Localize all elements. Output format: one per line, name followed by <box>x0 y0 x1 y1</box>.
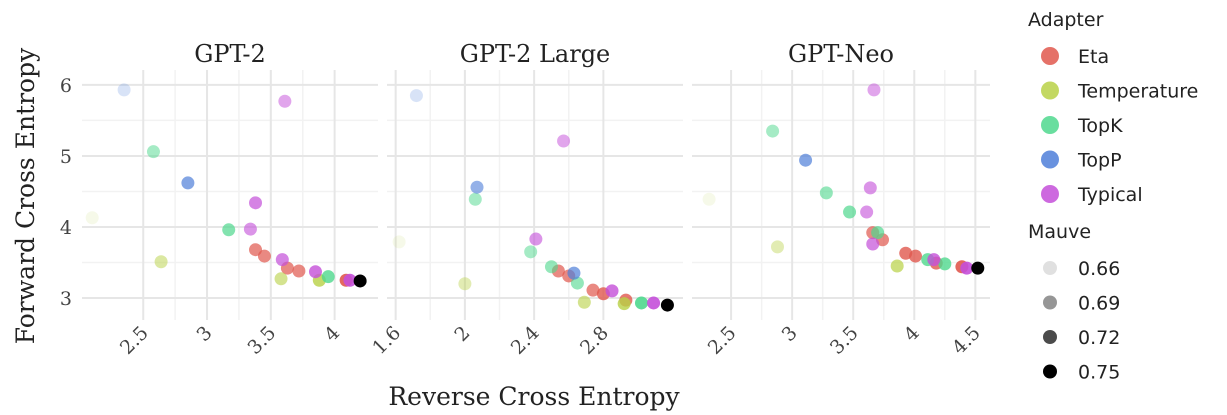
x-tick-label: 2.4 <box>507 322 544 359</box>
legend-swatch <box>1041 81 1059 100</box>
legend-swatch <box>1043 295 1057 310</box>
point <box>960 261 974 275</box>
x-tick-label: 2.5 <box>704 322 741 359</box>
point <box>634 296 648 310</box>
legend-title: Mauve <box>1028 221 1091 243</box>
point <box>274 272 288 286</box>
legend-swatch <box>1043 330 1057 344</box>
legend-label: 0.69 <box>1078 293 1120 315</box>
x-tick-label: 3.5 <box>826 322 863 359</box>
point <box>799 153 813 167</box>
x-axis-label: Reverse Cross Entropy <box>388 382 680 411</box>
legend-label: Typical <box>1077 184 1143 206</box>
point <box>343 273 357 287</box>
legend-label: Temperature <box>1077 81 1198 103</box>
legend-swatch <box>1041 116 1059 134</box>
legend-label: 0.66 <box>1078 258 1120 280</box>
y-tick-label: 3 <box>60 288 72 310</box>
point <box>243 222 257 236</box>
point <box>647 296 661 310</box>
point <box>909 249 922 263</box>
point <box>249 196 263 210</box>
legend-label: Eta <box>1078 46 1109 68</box>
point <box>85 211 99 225</box>
point <box>154 255 168 269</box>
point <box>766 124 780 138</box>
point <box>458 277 472 291</box>
point <box>890 259 904 273</box>
point <box>871 226 885 240</box>
point <box>392 235 406 249</box>
point <box>409 89 423 103</box>
point <box>470 180 484 194</box>
point <box>278 94 292 108</box>
x-tick-label: 4.5 <box>948 322 985 359</box>
x-tick-label: 3.5 <box>243 322 280 359</box>
point <box>257 249 271 263</box>
point <box>567 266 581 280</box>
y-tick-label: 4 <box>60 217 72 239</box>
point <box>866 237 880 251</box>
point <box>557 134 571 148</box>
point <box>222 223 236 237</box>
point <box>899 246 913 260</box>
point <box>938 257 952 271</box>
point <box>544 260 558 274</box>
point <box>586 283 600 297</box>
point <box>524 245 538 259</box>
point <box>605 284 619 298</box>
point <box>468 192 482 206</box>
x-tick-label: 2.8 <box>576 322 613 359</box>
point <box>867 83 881 97</box>
legend-swatch <box>1041 185 1059 203</box>
point <box>181 176 195 190</box>
point <box>529 232 543 246</box>
legend-label: 0.75 <box>1078 362 1120 384</box>
x-tick-label: 1.6 <box>368 322 405 359</box>
legend-title: Adapter <box>1028 9 1104 31</box>
point <box>702 192 716 206</box>
point <box>577 295 591 309</box>
x-tick-label: 3 <box>192 322 216 346</box>
point <box>146 145 160 159</box>
y-tick-label: 6 <box>60 75 72 97</box>
y-axis-label: Forward Cross Entropy <box>11 47 40 344</box>
point <box>860 205 874 219</box>
point <box>308 265 322 279</box>
point <box>117 83 131 97</box>
point <box>770 240 784 254</box>
legend-swatch <box>1041 47 1059 65</box>
point <box>971 261 985 275</box>
x-tick-label: 2 <box>450 322 474 346</box>
point <box>927 253 941 267</box>
point <box>353 274 367 288</box>
facet-title: GPT-Neo <box>788 40 894 68</box>
point <box>570 276 584 290</box>
y-tick-label: 5 <box>60 146 72 168</box>
legend-label: 0.72 <box>1078 327 1120 349</box>
legend-swatch <box>1043 364 1057 379</box>
point <box>863 181 877 195</box>
point <box>819 186 833 200</box>
x-tick-label: 4 <box>900 322 924 346</box>
point <box>275 253 289 267</box>
point <box>321 270 335 284</box>
point <box>617 297 631 311</box>
point <box>292 264 306 278</box>
point <box>843 205 857 219</box>
facet-title: GPT-2 <box>194 40 266 68</box>
legend-swatch <box>1041 150 1059 169</box>
facet-title: GPT-2 Large <box>460 40 611 68</box>
legend-swatch <box>1043 261 1057 275</box>
legend-label: TopK <box>1077 115 1123 137</box>
legend-label: TopP <box>1077 150 1122 172</box>
x-tick-label: 2.5 <box>116 322 153 359</box>
x-tick-label: 4 <box>320 322 344 346</box>
x-tick-label: 3 <box>778 322 802 346</box>
point <box>660 298 674 312</box>
